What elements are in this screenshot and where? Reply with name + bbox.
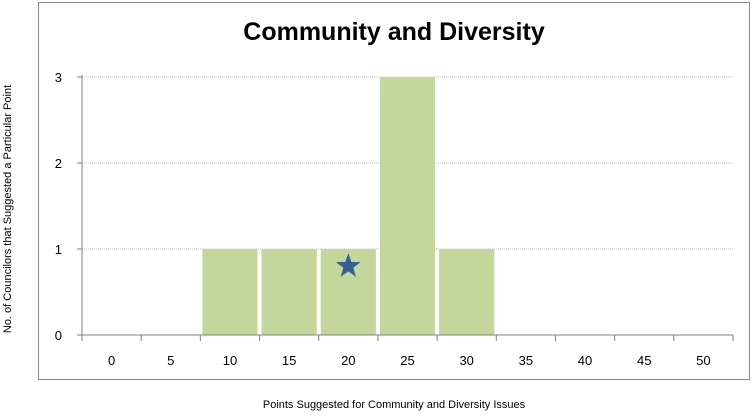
y-tick-label: 2: [55, 156, 62, 171]
y-tick-label: 3: [55, 70, 62, 85]
y-tick-label: 0: [55, 328, 62, 343]
x-tick-label: 25: [400, 353, 414, 368]
x-tick-label: 45: [637, 353, 651, 368]
x-tick-label: 40: [578, 353, 592, 368]
bar: [379, 77, 436, 335]
x-tick-label: 35: [519, 353, 533, 368]
bar: [202, 249, 258, 335]
x-tick-label: 20: [341, 353, 355, 368]
chart-title: Community and Diversity: [243, 18, 545, 46]
x-axis-title: Points Suggested for Community and Diver…: [262, 399, 526, 411]
x-tick-label: 50: [696, 353, 710, 368]
x-tick-label: 10: [223, 353, 237, 368]
x-tick-label: 0: [108, 353, 115, 368]
x-tick-label: 30: [459, 353, 473, 368]
x-tick-label: 5: [167, 353, 174, 368]
bar: [261, 249, 317, 335]
y-tick-label: 1: [55, 242, 62, 257]
bar: [439, 249, 495, 335]
x-tick-label: 15: [282, 353, 296, 368]
star-marker: [335, 253, 361, 277]
